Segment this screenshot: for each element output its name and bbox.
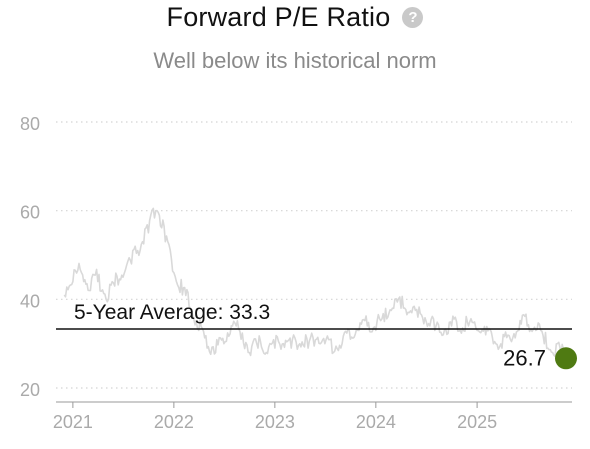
chart-header: Forward P/E Ratio? Well below its histor… xyxy=(0,0,590,100)
series-line-0 xyxy=(63,207,569,361)
chart-title: Forward P/E Ratio xyxy=(166,2,391,32)
y-tick-label: 80 xyxy=(20,114,40,134)
current-value: 26.7 xyxy=(503,345,577,370)
y-axis: 20 40 60 80 xyxy=(20,114,40,400)
x-tick-label: 2024 xyxy=(356,412,396,432)
current-value-label: 26.7 xyxy=(503,345,546,370)
x-tick-label: 2025 xyxy=(457,412,497,432)
y-tick-label: 20 xyxy=(20,380,40,400)
average-label: 5-Year Average: 33.3 xyxy=(74,301,270,324)
average-reference: 5-Year Average: 33.3 xyxy=(56,301,572,330)
y-tick-label: 40 xyxy=(20,291,40,311)
title-row: Forward P/E Ratio? xyxy=(0,0,590,34)
x-tick-label: 2023 xyxy=(255,412,295,432)
grid-lines xyxy=(56,121,572,389)
y-tick-label: 60 xyxy=(20,203,40,223)
current-value-dot xyxy=(555,347,577,370)
chart-subtitle: Well below its historical norm xyxy=(153,48,437,73)
question-circle-icon[interactable]: ? xyxy=(402,6,424,28)
x-tick-label: 2021 xyxy=(53,412,93,432)
x-axis: 2021 2022 2023 2024 2025 xyxy=(53,401,572,432)
series-layer xyxy=(63,207,569,361)
x-tick-label: 2022 xyxy=(154,412,194,432)
